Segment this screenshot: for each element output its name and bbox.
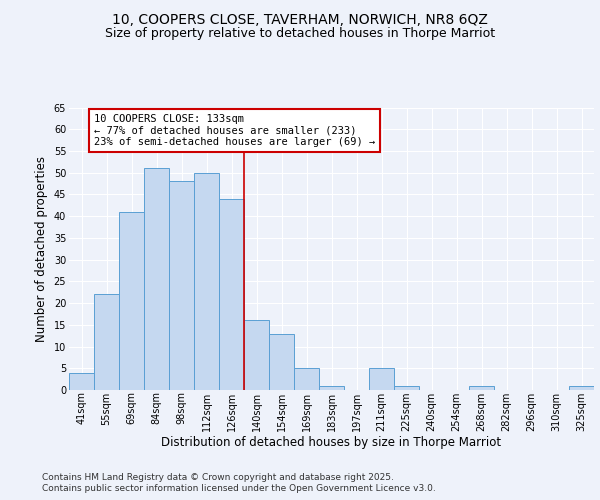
Bar	[294, 368, 319, 390]
Bar	[319, 386, 344, 390]
Bar	[219, 199, 244, 390]
Text: Contains public sector information licensed under the Open Government Licence v3: Contains public sector information licen…	[42, 484, 436, 493]
Bar	[369, 368, 394, 390]
Bar	[394, 386, 419, 390]
Text: 10, COOPERS CLOSE, TAVERHAM, NORWICH, NR8 6QZ: 10, COOPERS CLOSE, TAVERHAM, NORWICH, NR…	[112, 12, 488, 26]
Text: Size of property relative to detached houses in Thorpe Marriot: Size of property relative to detached ho…	[105, 28, 495, 40]
Bar	[94, 294, 119, 390]
Bar	[169, 182, 194, 390]
Bar	[194, 172, 219, 390]
X-axis label: Distribution of detached houses by size in Thorpe Marriot: Distribution of detached houses by size …	[161, 436, 502, 450]
Y-axis label: Number of detached properties: Number of detached properties	[35, 156, 48, 342]
Text: 10 COOPERS CLOSE: 133sqm
← 77% of detached houses are smaller (233)
23% of semi-: 10 COOPERS CLOSE: 133sqm ← 77% of detach…	[94, 114, 375, 147]
Bar	[244, 320, 269, 390]
Bar	[469, 386, 494, 390]
Bar	[569, 386, 594, 390]
Bar	[69, 372, 94, 390]
Bar	[269, 334, 294, 390]
Text: Contains HM Land Registry data © Crown copyright and database right 2025.: Contains HM Land Registry data © Crown c…	[42, 472, 394, 482]
Bar	[119, 212, 144, 390]
Bar	[144, 168, 169, 390]
